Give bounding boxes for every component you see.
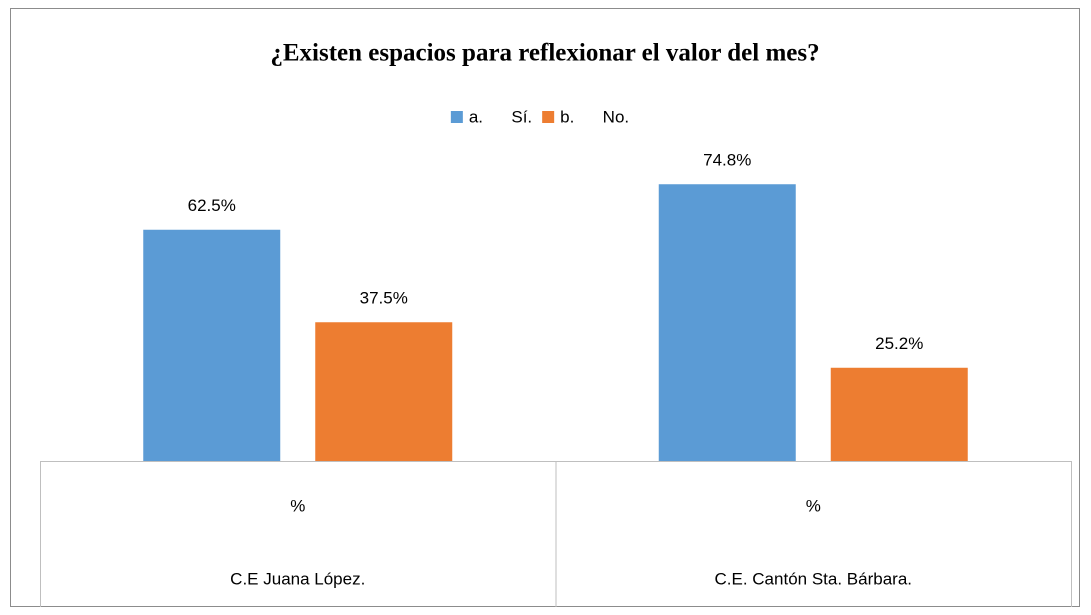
chart-title: ¿Existen espacios para reflexionar el va… [270, 40, 819, 67]
x-subcategory-label: % [290, 496, 305, 515]
legend-swatch [542, 111, 555, 123]
legend-label: a. Sí. [469, 107, 532, 126]
x-tick-label: C.E. Cantón Sta. Bárbara. [715, 569, 913, 588]
bar [315, 322, 453, 461]
legend-label: b. No. [560, 107, 629, 126]
data-label: 74.8% [703, 151, 751, 170]
bar [658, 184, 796, 462]
data-label: 62.5% [188, 196, 236, 215]
x-tick-label: C.E Juana López. [230, 569, 365, 588]
bar [830, 367, 968, 461]
data-label: 37.5% [360, 289, 408, 308]
x-subcategory-label: % [806, 496, 821, 515]
legend-swatch [450, 111, 463, 123]
bar [143, 229, 281, 461]
data-label: 25.2% [875, 334, 923, 353]
